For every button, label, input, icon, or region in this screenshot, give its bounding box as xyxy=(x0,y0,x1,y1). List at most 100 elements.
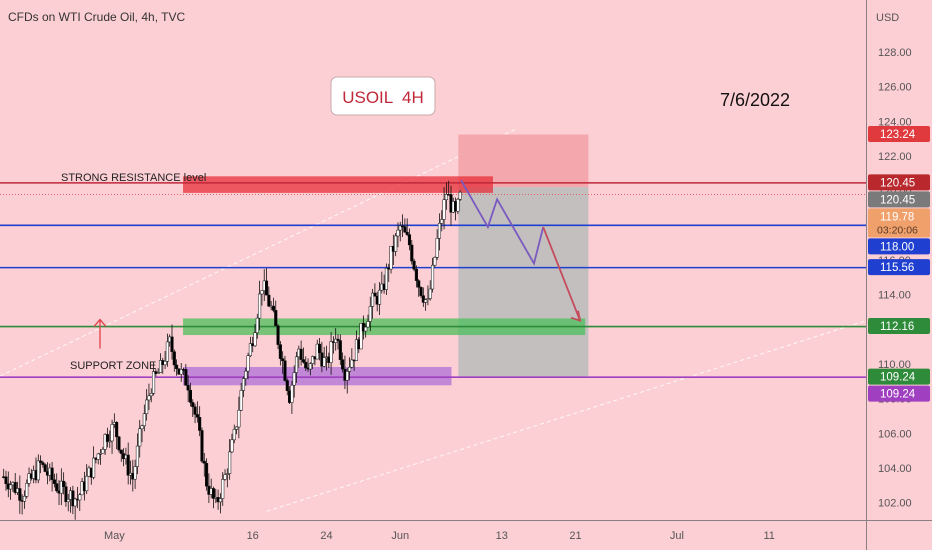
date-annotation: 7/6/2022 xyxy=(720,90,790,110)
y-tick-label: 102.00 xyxy=(878,498,912,510)
candle-body xyxy=(260,290,264,295)
candle-body xyxy=(4,476,8,484)
candle-body xyxy=(456,199,460,212)
y-tick-label: 122.00 xyxy=(878,151,912,163)
candle-body xyxy=(198,417,202,431)
projection-path-red[interactable] xyxy=(542,226,581,321)
candle-body xyxy=(43,464,47,472)
candle-body xyxy=(64,486,68,503)
candle-body xyxy=(389,245,393,270)
candle-body xyxy=(338,340,342,360)
candle-body xyxy=(108,440,112,443)
x-tick-label: 21 xyxy=(569,530,581,542)
support-zone-label: SUPPORT ZONE xyxy=(70,360,156,372)
candle-body xyxy=(407,234,412,246)
candle-body xyxy=(334,338,338,343)
y-tick-label: 104.00 xyxy=(878,463,912,475)
price-badge[interactable] xyxy=(868,238,930,255)
candle-body xyxy=(435,238,439,258)
candle-body xyxy=(163,361,167,366)
y-tick-label: 124.00 xyxy=(878,116,912,128)
candle-body xyxy=(430,264,435,290)
candle-body xyxy=(276,325,280,345)
price-badge[interactable] xyxy=(868,368,930,385)
candle-body xyxy=(200,430,204,462)
support-zone-purple[interactable] xyxy=(183,366,452,386)
candle-body xyxy=(419,287,423,296)
candle-body xyxy=(85,475,89,492)
price-badge[interactable] xyxy=(868,126,930,143)
price-badge[interactable] xyxy=(868,174,930,191)
candle-body xyxy=(92,457,96,478)
candle-body xyxy=(301,359,305,363)
price-badge-value: 120.45 xyxy=(880,177,915,189)
candle-body xyxy=(156,372,160,374)
candle-body xyxy=(246,355,250,372)
candle-body xyxy=(414,268,418,281)
candle-body xyxy=(255,317,259,333)
candle-body xyxy=(62,480,66,487)
candle-body xyxy=(398,225,402,231)
candle-body xyxy=(345,371,349,381)
candle-body xyxy=(25,483,29,497)
candle-body xyxy=(158,360,163,373)
resistance-zone[interactable] xyxy=(183,176,493,193)
candle-body xyxy=(329,341,333,363)
take-profit-box[interactable] xyxy=(458,187,589,378)
candle-body xyxy=(253,332,257,347)
candle-body xyxy=(410,244,414,262)
candle-body xyxy=(232,429,236,441)
candle-body xyxy=(368,306,372,322)
price-badge[interactable] xyxy=(868,259,930,276)
candle-body xyxy=(152,371,156,394)
candle-body xyxy=(73,498,77,507)
candle-body xyxy=(140,425,144,430)
price-badge[interactable] xyxy=(868,318,930,335)
candle-body xyxy=(285,380,289,391)
candle-body xyxy=(193,406,197,415)
candle-body xyxy=(403,226,407,233)
x-tick-label: 24 xyxy=(320,530,332,542)
price-badge-value: 120.45 xyxy=(880,194,915,206)
candle-body xyxy=(59,480,63,494)
x-tick-label: 13 xyxy=(496,530,508,542)
price-badge-countdown: 03:20:06 xyxy=(877,224,918,236)
price-badge-value: 118.00 xyxy=(880,241,914,253)
projection-arrowhead xyxy=(570,310,582,323)
candle-body xyxy=(405,231,409,235)
candle-body xyxy=(39,460,43,463)
candle-body xyxy=(170,336,174,352)
candle-body xyxy=(396,229,400,237)
candle-body xyxy=(278,344,282,359)
candle-body xyxy=(117,436,121,451)
candle-body xyxy=(145,399,149,414)
candle-body xyxy=(9,484,13,490)
price-badge[interactable] xyxy=(868,385,930,402)
projection-path-purple[interactable] xyxy=(460,179,545,266)
candle-body xyxy=(292,372,296,386)
price-badge-value: 109.24 xyxy=(880,389,916,401)
candle-body xyxy=(444,194,448,200)
candle-body xyxy=(283,360,287,381)
candle-body xyxy=(147,395,151,401)
title-box-text: USOIL 4H xyxy=(342,88,424,107)
candle-body xyxy=(440,219,444,224)
candle-body xyxy=(341,359,345,370)
price-badge[interactable] xyxy=(868,208,930,238)
candle-body xyxy=(175,364,179,370)
candle-body xyxy=(267,294,271,307)
candle-body xyxy=(336,338,340,341)
candle-body xyxy=(433,257,437,266)
candle-body xyxy=(311,356,315,364)
x-tick-label: 11 xyxy=(763,530,774,542)
candle-body xyxy=(184,369,188,386)
price-badge[interactable] xyxy=(868,191,930,208)
y-tick-label: 128.00 xyxy=(878,47,912,59)
candle-body xyxy=(347,366,352,372)
candle-body xyxy=(165,341,169,362)
candle-body xyxy=(308,363,312,370)
candle-body xyxy=(318,343,322,354)
candle-body xyxy=(424,299,428,303)
title-box[interactable] xyxy=(330,76,436,116)
